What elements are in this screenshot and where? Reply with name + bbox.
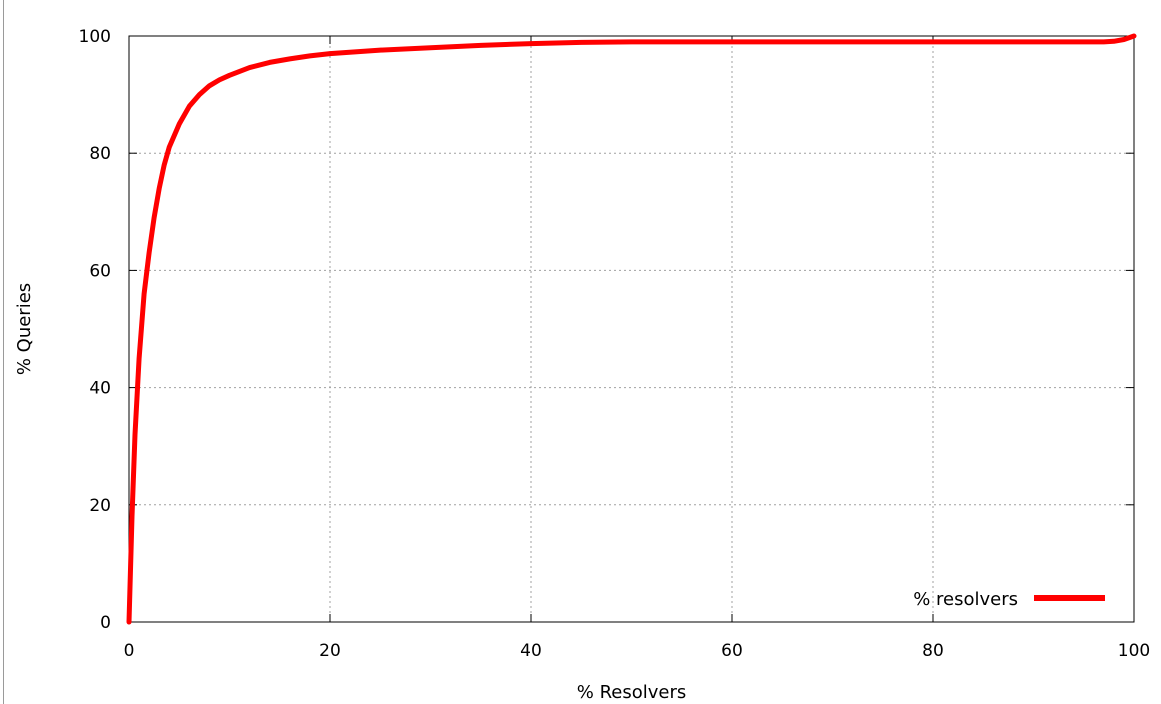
- x-tick-label: 80: [922, 641, 944, 661]
- x-tick-label: 20: [319, 641, 341, 661]
- x-axis-label: % Resolvers: [577, 682, 687, 703]
- y-axis-label: % Queries: [14, 283, 35, 375]
- legend-label: % resolvers: [913, 589, 1018, 610]
- y-tick-label: 60: [89, 261, 111, 281]
- y-tick-label: 0: [100, 613, 111, 633]
- y-tick-label: 80: [89, 144, 111, 164]
- plot-frame: [128, 35, 1135, 623]
- x-tick-label: 0: [124, 641, 135, 661]
- y-tick-label: 40: [89, 379, 111, 399]
- legend: % resolvers: [913, 589, 1105, 610]
- ticks: [128, 35, 1135, 623]
- left-border-rule: [3, 0, 4, 704]
- series-line: [126, 33, 1137, 625]
- y-tick-labels: 0 20 40 60 80 100: [79, 27, 111, 633]
- y-tick-label: 100: [79, 27, 111, 47]
- series-layer: [126, 33, 1137, 625]
- x-tick-label: 40: [520, 641, 542, 661]
- x-tick-labels: 0 20 40 60 80 100: [124, 641, 1151, 661]
- x-tick-label: 100: [1118, 641, 1150, 661]
- y-tick-label: 20: [89, 496, 111, 516]
- grid: [129, 36, 1134, 622]
- x-tick-label: 60: [721, 641, 743, 661]
